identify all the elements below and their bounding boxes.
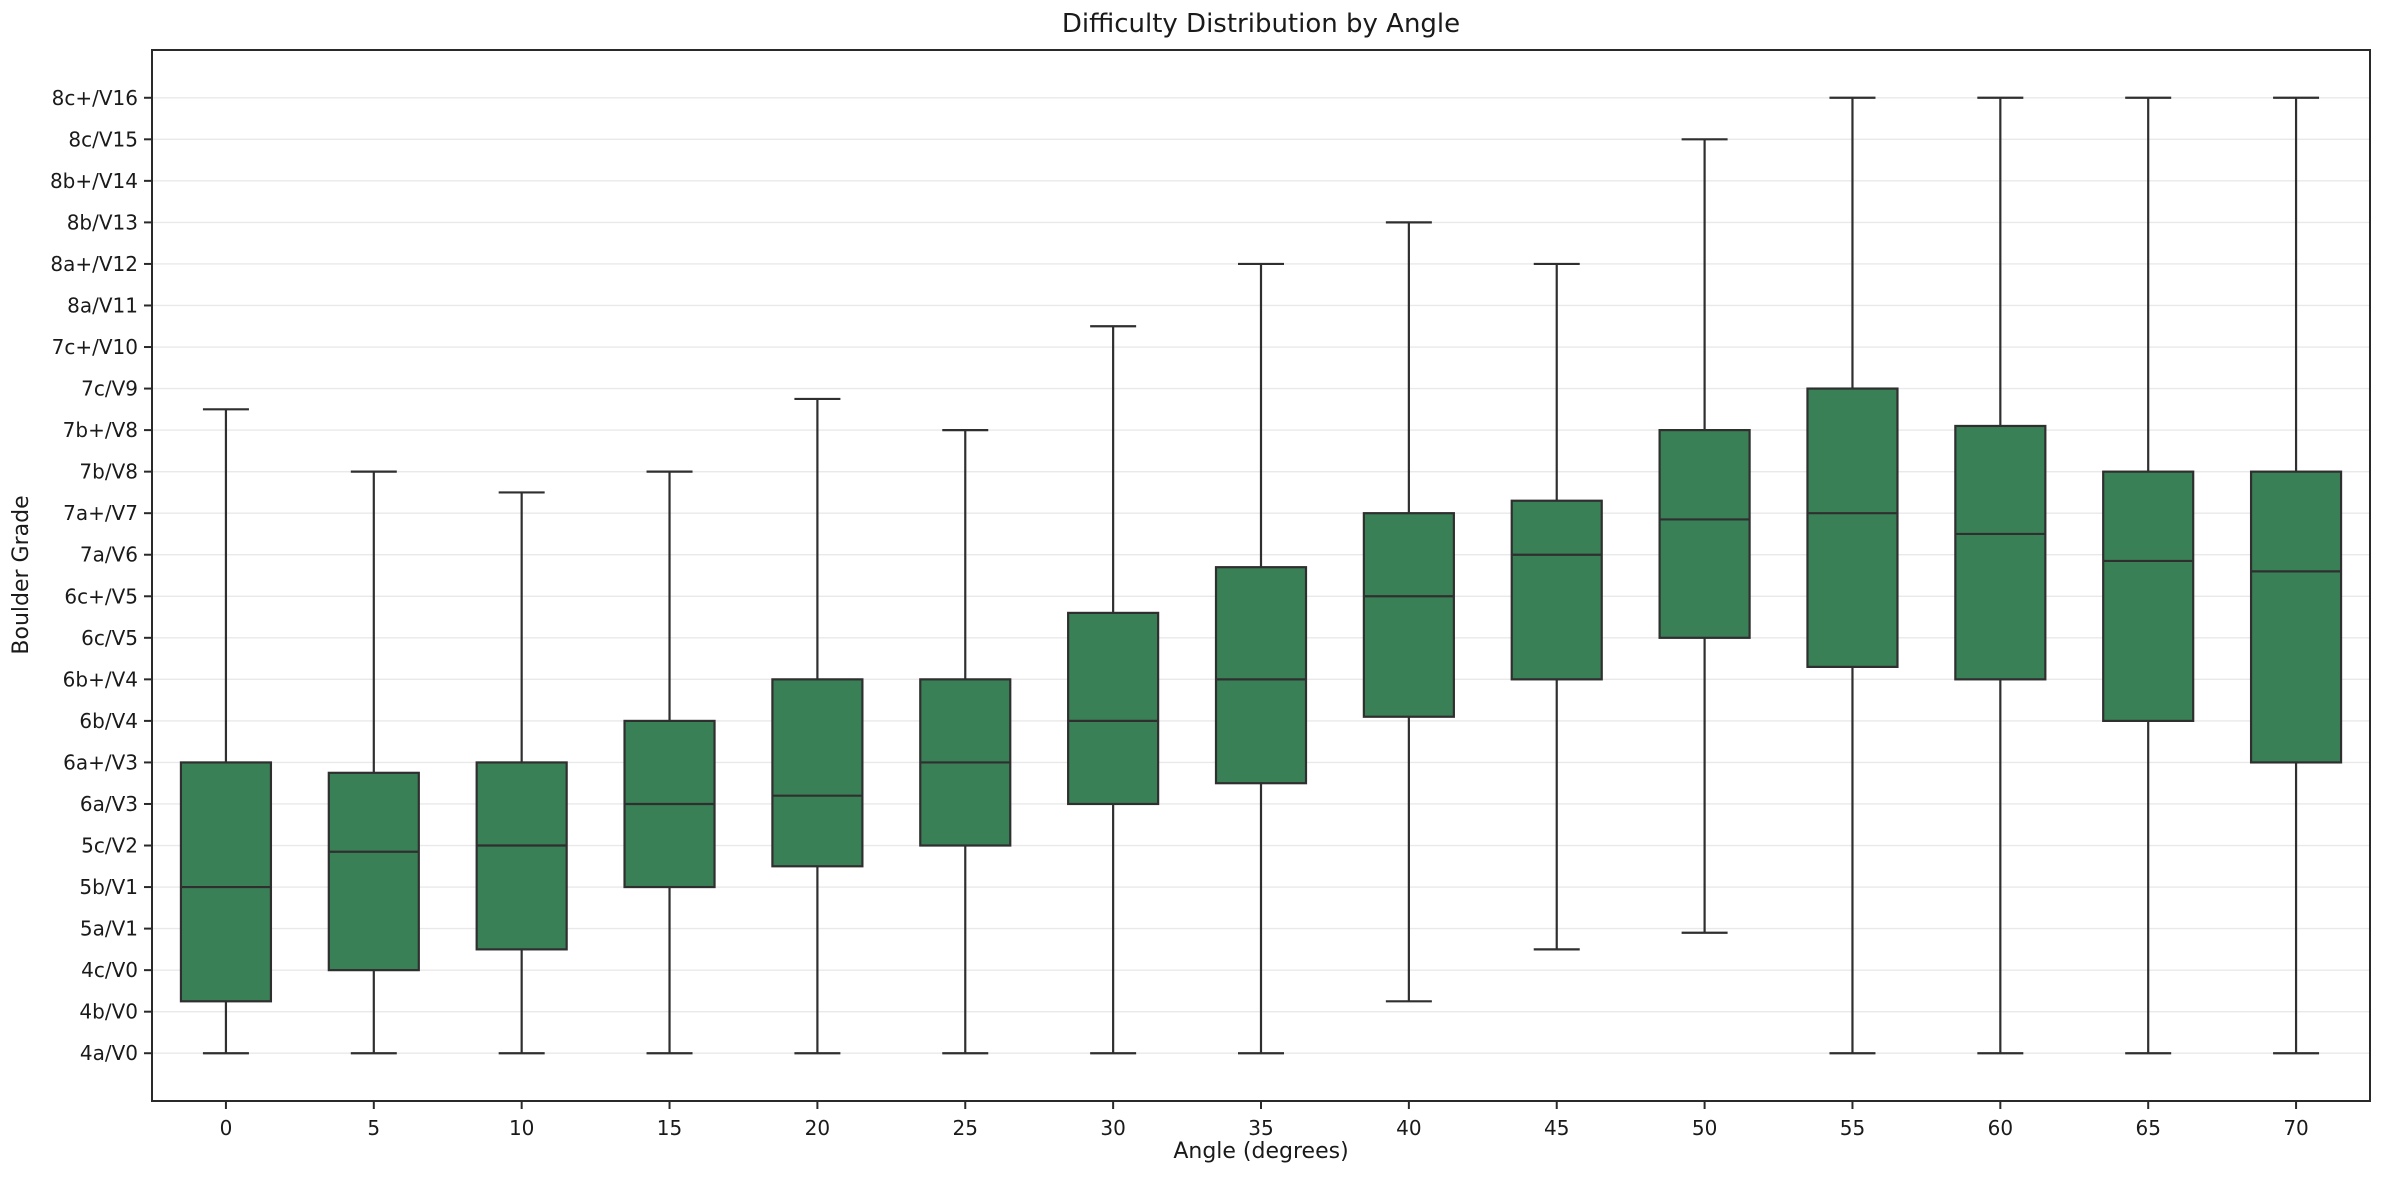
y-tick-label-7b/V8: 7b/V8	[79, 460, 138, 484]
box-45deg	[1510, 262, 1603, 951]
y-tick-label-6c+/V5: 6c+/V5	[64, 584, 138, 608]
x-tick-label-5: 5	[367, 1116, 380, 1140]
y-tick-label-5a/V1: 5a/V1	[80, 917, 138, 941]
box-65deg	[2102, 96, 2195, 1055]
iqr-box-50	[1658, 429, 1751, 639]
x-tick-label-30: 30	[1100, 1116, 1125, 1140]
x-tick-label-60: 60	[1988, 1116, 2013, 1140]
y-tick-label-7a/V6: 7a/V6	[80, 543, 138, 567]
box-15deg	[623, 470, 716, 1055]
iqr-box-55	[1806, 387, 1899, 668]
y-tick-label-7c+/V10: 7c+/V10	[52, 335, 138, 359]
x-tick-label-50: 50	[1692, 1116, 1717, 1140]
box-35deg	[1214, 262, 1308, 1055]
y-tick-label-7c/V9: 7c/V9	[81, 377, 138, 401]
x-tick-label-10: 10	[509, 1116, 534, 1140]
iqr-box-10	[475, 761, 568, 951]
y-tick-label-4a/V0: 4a/V0	[80, 1041, 138, 1065]
y-tick-label-8b+/V14: 8b+/V14	[50, 169, 138, 193]
x-tick-label-45: 45	[1544, 1116, 1569, 1140]
box-0deg	[179, 408, 273, 1055]
iqr-box-60	[1954, 424, 2047, 681]
y-tick-label-6a/V3: 6a/V3	[80, 792, 138, 816]
x-tick-label-55: 55	[1840, 1116, 1865, 1140]
y-tick-label-8c/V15: 8c/V15	[68, 127, 138, 151]
iqr-box-45	[1510, 499, 1603, 681]
y-tick-label-6b+/V4: 6b+/V4	[63, 667, 138, 691]
y-axis-label: Boulder Grade	[9, 495, 34, 654]
y-tick-label-8a+/V12: 8a+/V12	[50, 252, 138, 276]
y-tick-label-8a/V11: 8a/V11	[67, 293, 138, 317]
iqr-box-70	[2249, 470, 2343, 764]
box-70deg	[2249, 96, 2343, 1055]
box-5deg	[327, 470, 420, 1055]
iqr-box-0	[179, 761, 273, 1003]
box-30deg	[1067, 325, 1160, 1055]
iqr-box-40	[1362, 512, 1455, 718]
y-tick-label-6b/V4: 6b/V4	[79, 709, 138, 733]
box-55deg	[1806, 96, 1899, 1055]
iqr-box-65	[2102, 470, 2195, 722]
x-tick-label-20: 20	[805, 1116, 830, 1140]
box-40deg	[1362, 221, 1455, 1003]
x-tick-label-65: 65	[2135, 1116, 2160, 1140]
iqr-box-30	[1067, 611, 1160, 806]
iqr-box-35	[1214, 566, 1308, 785]
y-tick-label-5b/V1: 5b/V1	[79, 875, 138, 899]
iqr-box-5	[327, 771, 420, 972]
box-20deg	[771, 397, 864, 1055]
x-axis-label: Angle (degrees)	[1173, 1139, 1348, 1164]
x-tick-label-70: 70	[2283, 1116, 2308, 1140]
y-tick-label-6c/V5: 6c/V5	[81, 626, 138, 650]
y-tick-label-4b/V0: 4b/V0	[79, 1000, 138, 1024]
y-tick-label-7a+/V7: 7a+/V7	[63, 501, 138, 525]
x-tick-label-25: 25	[953, 1116, 978, 1140]
y-tick-label-7b+/V8: 7b+/V8	[63, 418, 138, 442]
box-25deg	[919, 429, 1012, 1055]
y-tick-label-6a+/V3: 6a+/V3	[63, 750, 138, 774]
plot-border	[151, 49, 2371, 1102]
y-tick-label-5c/V2: 5c/V2	[81, 834, 138, 858]
box-50deg	[1658, 138, 1751, 934]
box-10deg	[475, 491, 568, 1055]
x-tick-label-15: 15	[657, 1116, 682, 1140]
boxes-layer	[179, 96, 2343, 1055]
iqr-box-20	[771, 678, 864, 868]
chart-title: Difficulty Distribution by Angle	[1062, 9, 1460, 39]
box-60deg	[1954, 96, 2047, 1055]
x-tick-label-35: 35	[1248, 1116, 1273, 1140]
x-tick-label-40: 40	[1396, 1116, 1421, 1140]
ticks-layer: 4a/V0 4b/V0 4c/V0 5a/V1 5b/V1 5c/V2 6a/V3 6a+/V…	[50, 86, 2309, 1140]
x-tick-label-0: 0	[220, 1116, 233, 1140]
y-tick-label-8c+/V16: 8c+/V16	[52, 86, 138, 110]
y-tick-label-8b/V13: 8b/V13	[67, 210, 138, 234]
y-tick-label-4c/V0: 4c/V0	[81, 958, 138, 982]
